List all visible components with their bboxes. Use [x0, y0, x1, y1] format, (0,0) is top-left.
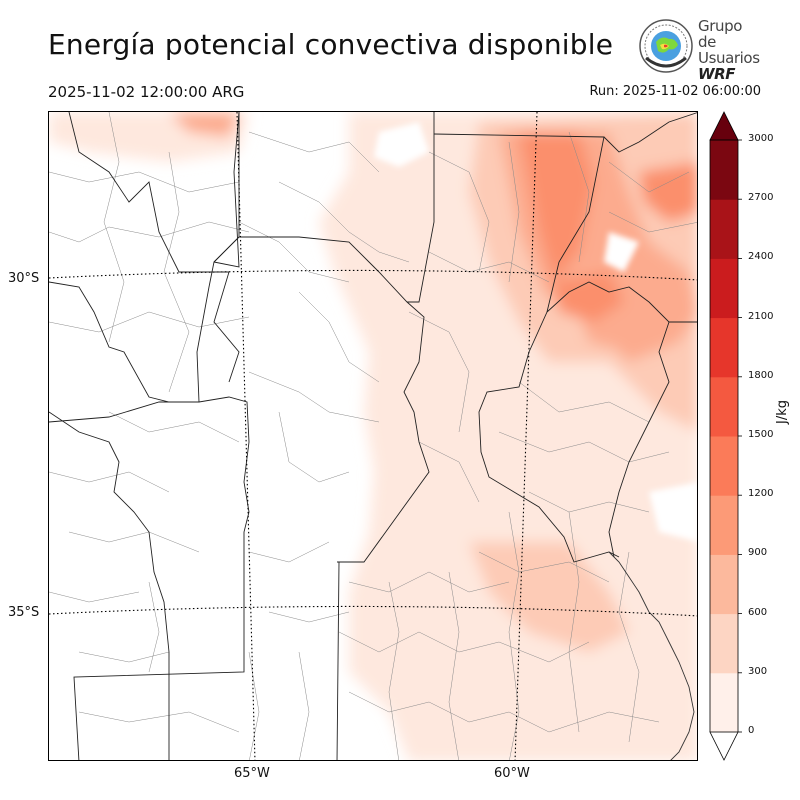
logo-line-3: WRF — [698, 65, 736, 83]
colorbar-extend-min — [709, 731, 739, 761]
lon-label-60w: 60°W — [494, 766, 530, 781]
colorbar-segment — [710, 672, 738, 733]
globe-emblem-icon — [639, 19, 693, 73]
colorbar-unit: J/kg — [775, 400, 790, 424]
run-time: Run: 2025-11-02 06:00:00 — [589, 84, 761, 99]
logo-line-2: Usuarios — [698, 49, 760, 67]
lat-label-35s: 35°S — [8, 605, 40, 620]
colorbar-segment — [710, 376, 738, 437]
colorbar-segment — [710, 140, 738, 200]
cape-900-1200-area-ne — [639, 162, 697, 222]
colorbar-tick-label: 2100 — [748, 310, 774, 322]
province-borders — [49, 112, 697, 760]
cape-600-900-area-nw — [169, 112, 239, 137]
meridian-65w — [236, 112, 256, 760]
colorbar-tick-label: 3000 — [748, 133, 774, 144]
map-panel — [48, 111, 698, 761]
valid-time: 2025-11-02 12:00:00 ARG — [48, 83, 245, 101]
colorbar-tick-label: 300 — [748, 665, 768, 677]
colorbar-tick-label: 1800 — [748, 369, 774, 381]
colorbar-segment — [710, 554, 738, 615]
cape-900-1200-area-center — [554, 272, 624, 322]
colorbar-segment — [710, 258, 738, 319]
colorbar — [709, 111, 742, 761]
colorbar-tick-label: 900 — [748, 547, 768, 559]
coastline — [608, 551, 695, 760]
colorbar-tick-label: 1500 — [748, 429, 774, 440]
cape-900-1200-area — [519, 132, 594, 282]
parallel-30s — [49, 269, 697, 281]
meridian-60w — [514, 112, 538, 760]
colorbar-tick-label: 0 — [748, 725, 755, 736]
colorbar-segment — [710, 317, 738, 378]
colorbar-tick-label: 2700 — [748, 192, 774, 204]
department-borders — [49, 112, 697, 760]
parallel-35s — [49, 605, 697, 617]
colorbar-extend-max — [709, 111, 739, 141]
lat-label-30s: 30°S — [8, 271, 40, 286]
lon-label-65w: 65°W — [234, 766, 270, 781]
graticule — [49, 112, 697, 760]
cape-map — [49, 112, 697, 760]
colorbar-segment — [710, 495, 738, 555]
cape-shading — [49, 112, 697, 760]
colorbar-segment — [710, 613, 738, 674]
colorbar-tick-label: 2400 — [748, 251, 774, 263]
colorbar-tick-label: 600 — [748, 606, 768, 618]
colorbar-segment — [710, 436, 738, 496]
logo-line-1: Grupo de — [698, 17, 742, 51]
colorbar-segment — [710, 199, 738, 259]
wrf-users-group-logo: Grupo de Usuarios WRF — [638, 17, 760, 82]
colorbar-tick-label: 1200 — [748, 488, 774, 500]
map-title: Energía potencial convectiva disponible — [48, 28, 614, 61]
cape-white-gaps — [374, 122, 697, 542]
cape-300-600-area-south — [469, 542, 629, 652]
